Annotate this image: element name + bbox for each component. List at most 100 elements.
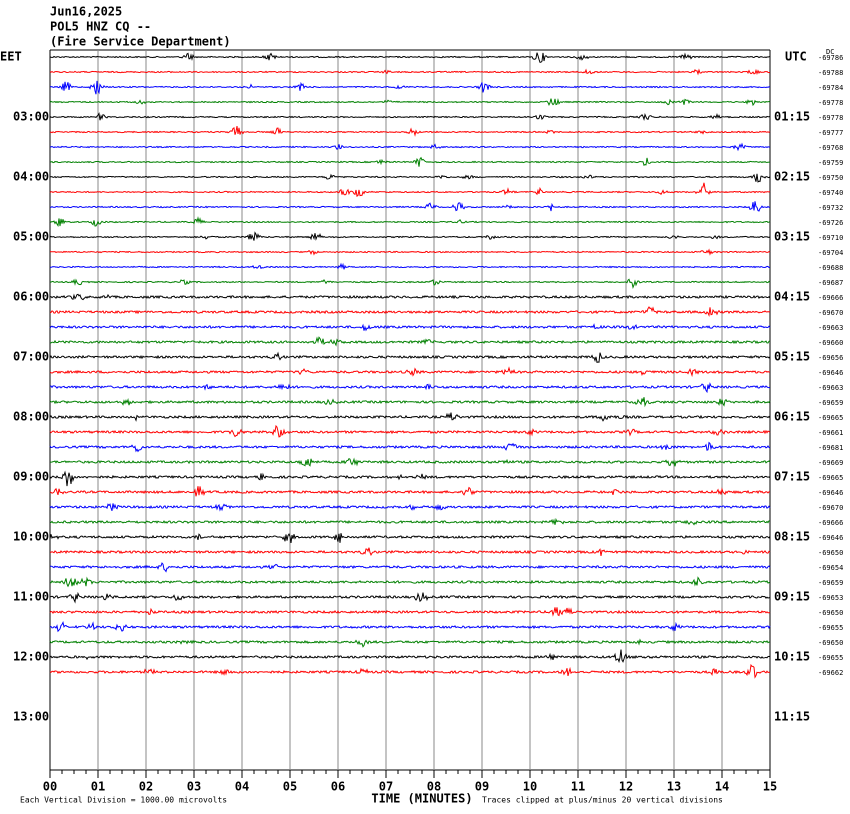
left-axis-title: EET [0,50,22,64]
trace [49,366,771,378]
right-time-label: 04:15 [774,290,810,304]
trace-offset: -69650 [818,639,843,647]
left-time-label: 09:00 [13,470,49,484]
right-time-label: 11:15 [774,710,810,724]
trace-offset: -69788 [818,69,843,77]
trace [49,576,771,588]
trace-offset: -69663 [818,324,843,332]
trace-offset: -69661 [818,429,843,437]
trace [49,52,771,63]
trace [49,649,771,664]
trace [49,638,771,648]
trace [49,457,771,467]
trace-offset: -69688 [818,264,843,272]
trace-offset: -69663 [818,384,843,392]
trace-offset: -69732 [818,204,843,212]
right-time-label: 01:15 [774,110,810,124]
trace [49,248,771,256]
trace [50,547,771,557]
left-time-label: 13:00 [13,710,49,724]
trace-offset: -69704 [818,249,843,257]
header-line: Jun16,2025 [50,5,122,19]
x-tick-label: 05 [283,780,297,794]
trace [49,663,770,679]
trace [49,112,771,122]
x-tick-label: 12 [619,780,633,794]
left-time-label: 03:00 [13,110,49,124]
trace [49,182,771,197]
right-time-label: 10:15 [774,650,810,664]
trace-offset: -69660 [818,339,843,347]
left-time-label: 12:00 [13,650,49,664]
trace-offset: -69653 [818,594,843,602]
trace [49,503,771,512]
trace-offset: -69670 [818,504,843,512]
x-tick-label: 01 [91,780,105,794]
trace-offset: -69784 [818,84,843,92]
left-time-label: 11:00 [13,590,49,604]
trace [49,323,771,332]
x-tick-label: 03 [187,780,201,794]
trace [49,562,771,573]
x-tick-label: 13 [667,780,681,794]
trace-offset: -69670 [818,309,843,317]
trace-offset: -69665 [818,414,843,422]
x-tick-label: 00 [43,780,57,794]
right-time-label: 02:15 [774,170,810,184]
trace [49,351,771,363]
x-tick-label: 08 [427,780,441,794]
trace-offset: -69650 [818,549,843,557]
trace-offset: -69654 [818,564,843,572]
trace-offset: -69666 [818,519,843,527]
right-time-label: 08:15 [774,530,810,544]
trace-offset: -69778 [818,99,843,107]
x-tick-label: 06 [331,780,345,794]
trace [49,412,771,422]
trace-offset: -69786 [818,54,843,62]
trace-offset: -69655 [818,624,843,632]
trace-offset: -69655 [818,654,843,662]
trace-offset: -69646 [818,534,843,542]
x-tick-label: 04 [235,780,249,794]
trace [49,336,771,347]
trace-offset: -69750 [818,174,843,182]
header-line: (Fire Service Department) [50,35,231,49]
trace-offset: -69669 [818,459,843,467]
trace [49,68,771,76]
dc-label: DC [826,48,834,56]
trace [49,591,771,604]
x-tick-label: 09 [475,780,489,794]
left-time-label: 08:00 [13,410,49,424]
trace-offset: -69778 [818,114,843,122]
trace-offset: -69659 [818,579,843,587]
trace-offset: -69650 [818,609,843,617]
trace [49,382,770,394]
trace [49,80,771,95]
clip-note: Traces clipped at plus/minus 20 vertical… [482,796,723,805]
right-time-label: 09:15 [774,590,810,604]
trace-offset: -69710 [818,234,843,242]
trace [49,470,771,487]
left-time-label: 06:00 [13,290,49,304]
trace [49,142,771,152]
trace [49,201,770,212]
left-time-label: 04:00 [13,170,49,184]
trace [49,397,771,408]
trace-offset: -69646 [818,489,843,497]
trace [49,262,771,270]
x-tick-label: 10 [523,780,537,794]
trace [49,441,771,453]
x-axis-title: TIME (MINUTES) [371,792,472,806]
trace-offset: -69656 [818,354,843,362]
trace [49,216,771,228]
trace [49,126,771,137]
trace-offset: -69659 [818,399,843,407]
trace-offset: -69646 [818,369,843,377]
trace-offset: -69726 [818,219,843,227]
x-tick-label: 11 [571,780,585,794]
trace-offset: -69687 [818,279,843,287]
x-tick-label: 14 [715,780,729,794]
x-tick-label: 02 [139,780,153,794]
trace-offset: -69665 [818,474,843,482]
